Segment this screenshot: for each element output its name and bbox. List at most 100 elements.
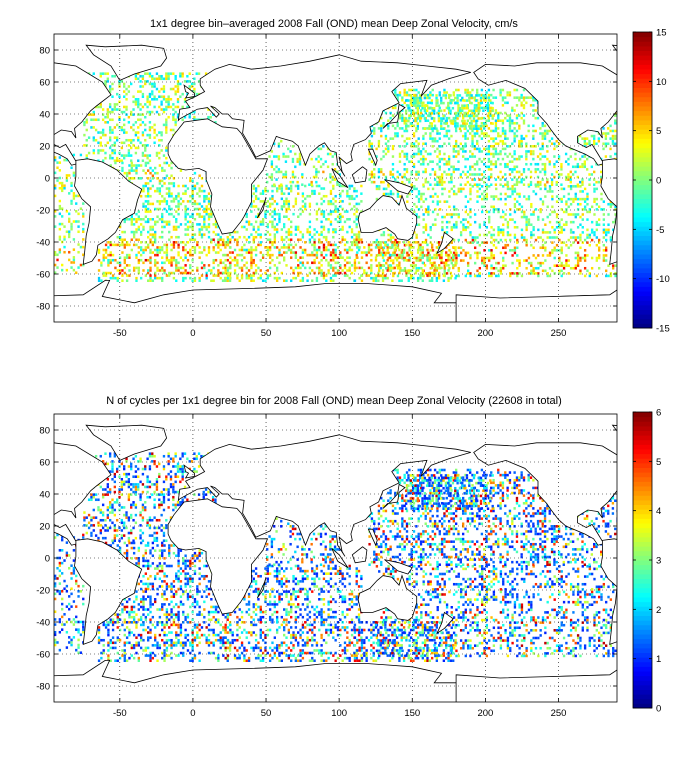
data-cell <box>188 85 191 88</box>
data-cell <box>273 246 276 249</box>
data-cell <box>287 228 291 231</box>
data-cell <box>485 147 488 151</box>
data-cell <box>327 248 330 252</box>
data-cell <box>175 261 178 265</box>
data-cell <box>109 253 112 257</box>
data-cell <box>579 259 582 262</box>
data-cell <box>567 178 570 181</box>
data-cell <box>68 230 71 234</box>
data-cell <box>506 93 509 97</box>
data-cell <box>515 165 519 169</box>
data-cell <box>320 212 323 216</box>
data-cell <box>466 88 470 92</box>
data-cell <box>401 127 404 130</box>
data-cell <box>585 157 589 161</box>
data-cell <box>165 108 168 111</box>
data-cell <box>191 235 194 239</box>
data-cell <box>445 134 448 138</box>
data-cell <box>529 96 533 99</box>
data-cell <box>327 218 330 221</box>
data-cell <box>607 274 610 278</box>
data-cell <box>97 248 101 252</box>
data-cell <box>176 115 180 119</box>
data-cell <box>586 192 589 196</box>
data-cell <box>427 210 430 214</box>
data-cell <box>398 145 402 148</box>
data-cell <box>447 137 451 140</box>
data-cell <box>299 261 302 265</box>
data-cell <box>438 93 441 97</box>
data-cell <box>384 175 388 179</box>
data-cell <box>196 241 199 244</box>
data-cell <box>464 132 467 135</box>
data-cell <box>229 264 232 267</box>
data-cell <box>485 233 489 237</box>
data-cell <box>177 261 180 265</box>
data-cell <box>137 246 140 249</box>
data-cell <box>250 274 253 277</box>
data-cell <box>360 274 364 277</box>
data-cell <box>447 157 451 161</box>
data-cell <box>329 173 332 176</box>
data-cell <box>579 190 582 193</box>
data-cell <box>501 139 505 143</box>
data-cell <box>541 246 545 250</box>
data-cell <box>161 169 164 172</box>
data-cell <box>440 183 444 186</box>
data-cell <box>553 236 556 239</box>
data-cell <box>406 200 409 203</box>
data-cell <box>515 88 519 92</box>
data-cell <box>431 168 434 171</box>
data-cell <box>452 190 456 193</box>
data-cell <box>144 220 148 224</box>
data-cell <box>543 134 547 138</box>
data-cell <box>422 147 425 151</box>
data-cell <box>415 213 418 216</box>
data-cell <box>569 187 573 191</box>
data-cell <box>473 213 477 216</box>
data-cell <box>539 170 542 174</box>
data-cell <box>447 142 451 146</box>
data-cell <box>469 254 472 257</box>
data-cell <box>558 220 561 224</box>
data-cell <box>419 157 423 161</box>
data-cell <box>165 105 168 109</box>
data-cell <box>541 200 545 203</box>
data-cell <box>54 156 57 159</box>
data-cell <box>581 226 584 229</box>
data-cell <box>541 254 545 257</box>
data-cell <box>118 264 122 267</box>
data-cell <box>308 212 312 216</box>
data-cell <box>368 178 371 181</box>
data-cell <box>485 241 489 244</box>
data-cell <box>156 251 159 254</box>
data-cell <box>433 183 437 186</box>
data-cell <box>154 207 157 211</box>
data-cell <box>343 248 347 252</box>
data-cell <box>410 160 413 163</box>
data-cell <box>548 185 552 188</box>
data-cell <box>488 272 491 275</box>
data-cell <box>492 228 496 232</box>
data-cell <box>614 142 617 146</box>
data-cell <box>271 253 274 257</box>
data-cell <box>346 274 349 277</box>
data-cell <box>142 169 145 172</box>
data-cell <box>609 137 612 140</box>
data-cell <box>502 231 505 234</box>
data-cell <box>534 129 537 133</box>
data-cell <box>356 256 359 259</box>
data-cell <box>481 192 484 196</box>
data-cell <box>602 254 606 257</box>
data-cell <box>522 98 526 102</box>
data-cell <box>56 253 59 257</box>
data-cell <box>490 205 493 209</box>
data-cell <box>490 251 493 255</box>
data-cell <box>508 122 512 125</box>
data-cell <box>612 266 615 270</box>
data-cell <box>346 189 349 193</box>
data-cell <box>58 186 62 190</box>
data-cell <box>357 248 361 252</box>
data-cell <box>382 274 386 278</box>
data-cell <box>497 142 500 146</box>
